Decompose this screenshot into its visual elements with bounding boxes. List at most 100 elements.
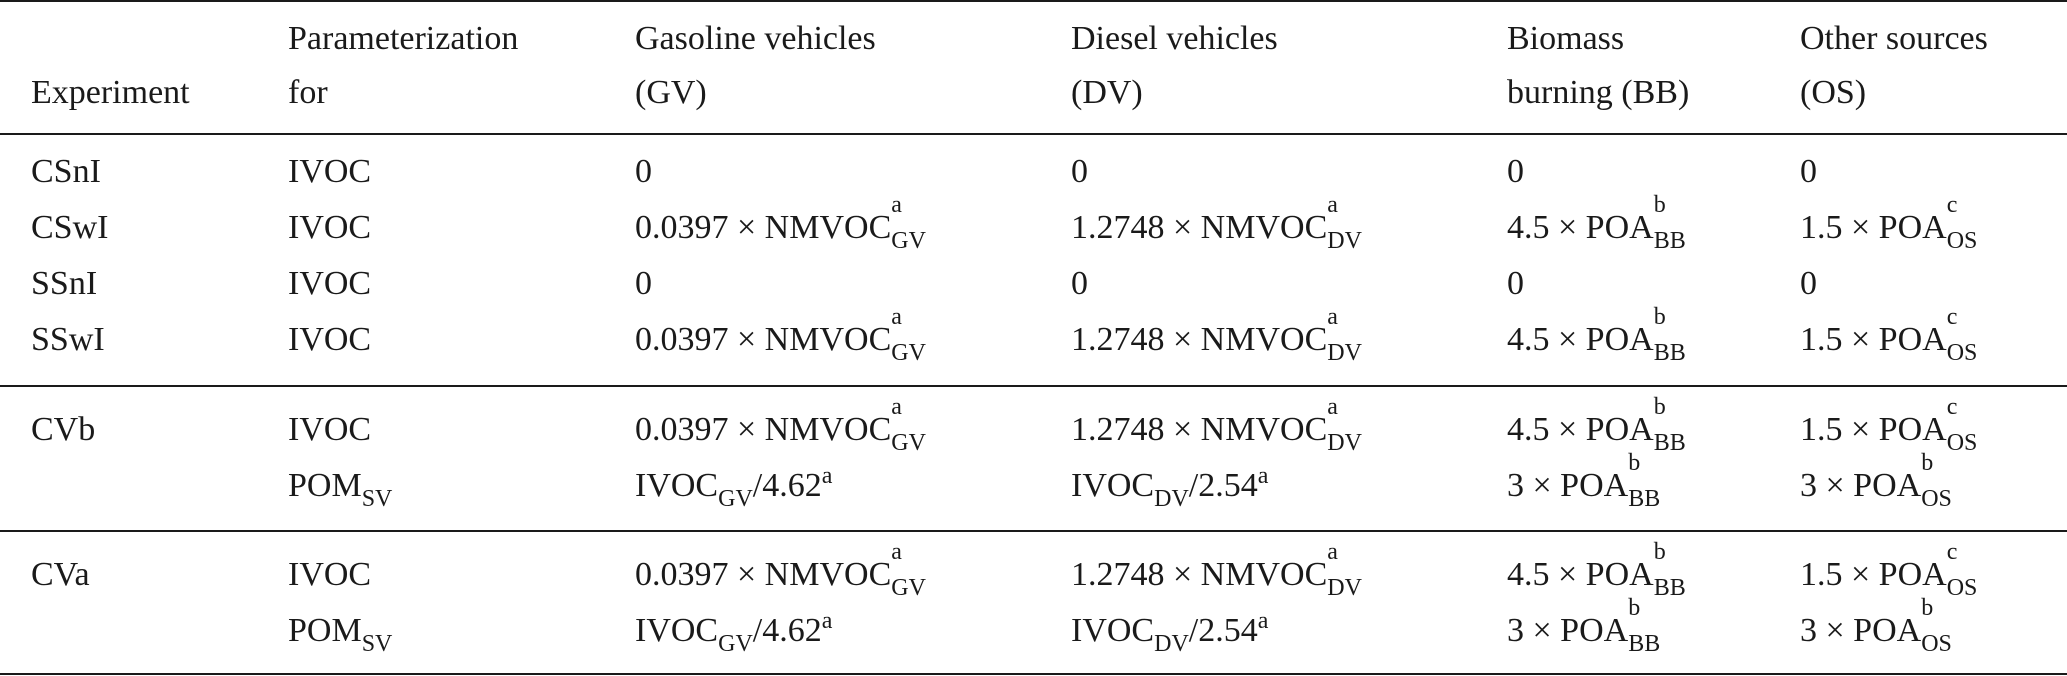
cell-gasoline-vehicles: 0.0397 × NMVOC a GV [635,540,926,600]
expr-text: 3 × POA [1800,612,1922,649]
subscript: BB [1653,228,1686,254]
param-base: POM [288,467,362,504]
cell-diesel-vehicles: 1.2748 × NMVOC a DV [1071,540,1362,600]
script-stack: c OS [1947,305,1978,365]
group-rule-2 [0,530,2067,532]
header-gv-line1: Gasoline vehicles [635,20,876,57]
cell-experiment: SSwI [31,321,105,358]
script-stack: a GV [891,540,926,600]
subscript: GV [891,430,926,456]
superscript: a [1327,304,1338,330]
cell-experiment: CSwI [31,209,109,246]
superscript: b [1653,304,1666,330]
subscript: SV [361,486,393,512]
cell-gasoline-vehicles: 0.0397 × NMVOC a GV [635,395,926,455]
expr-text: 4.5 × POA [1507,411,1654,448]
subscript: GV [891,228,926,254]
script-stack: b BB [1654,540,1686,600]
superscript: a [891,539,902,565]
cell-biomass-burning: 0 [1507,153,1524,190]
header-os-line1: Other sources [1800,20,1988,57]
cell-gasoline-vehicles: IVOCGV/4.62a [635,608,832,657]
expr-base: IVOC [635,467,719,504]
superscript: b [1653,192,1666,218]
expr-text: 0.0397 × NMVOC [635,411,892,448]
superscript: b [1653,539,1666,565]
expr-rest: /4.62 [752,467,822,504]
script-stack: b OS [1921,596,1952,656]
subscript: BB [1653,575,1686,601]
cell-other-sources: 1.5 × POA c OS [1800,540,1978,600]
cell-parameterization: IVOC [288,153,372,190]
cell-experiment: CVb [31,411,96,448]
cell-gasoline-vehicles: IVOCGV/4.62a [635,463,833,512]
script-stack: b BB [1654,395,1686,455]
expr-text: 0.0397 × NMVOC [635,209,892,246]
superscript: a [891,304,902,330]
script-stack: a DV [1327,193,1362,253]
subscript: OS [1921,631,1952,657]
expr-rest: /4.62 [752,612,822,649]
superscript: b [1921,595,1934,621]
subscript: OS [1921,486,1952,512]
header-rule [0,133,2067,135]
cell-other-sources: 1.5 × POA c OS [1800,395,1977,455]
superscript: a [1327,192,1338,218]
cell-diesel-vehicles: IVOCDV/2.54a [1071,463,1269,512]
header-bb-line2: burning (BB) [1507,74,1690,111]
cell-parameterization: IVOC [288,265,372,302]
superscript: a [1327,539,1338,565]
script-stack: b BB [1654,193,1686,253]
group-rule-1 [0,385,2067,387]
superscript: c [1946,394,1958,420]
expr-text: 1.5 × POA [1800,321,1947,358]
script-stack: b BB [1628,451,1660,511]
header-param-line1: Parameterization [288,20,519,57]
expr-base: IVOC [1071,467,1155,504]
cell-diesel-vehicles: 1.2748 × NMVOC a DV [1071,193,1362,253]
superscript: b [1921,450,1934,476]
expr-base: IVOC [1071,612,1155,649]
cell-gasoline-vehicles: 0 [635,153,652,190]
header-os-line2: (OS) [1800,74,1867,111]
cell-experiment: CVa [31,556,90,593]
expr-text: 3 × POA [1507,612,1629,649]
cell-experiment: SSnI [31,265,98,302]
expr-text: 1.2748 × NMVOC [1071,556,1328,593]
expr-text: 4.5 × POA [1507,556,1654,593]
superscript: c [1946,304,1958,330]
script-stack: b BB [1628,596,1660,656]
cell-experiment: CSnI [31,153,101,190]
superscript: a [1257,463,1269,489]
expr-text: 0.0397 × NMVOC [635,321,892,358]
expr-text: 0.0397 × NMVOC [635,556,892,593]
cell-parameterization: IVOC [288,321,372,358]
expr-text: 1.2748 × NMVOC [1071,209,1328,246]
expr-text: 1.5 × POA [1800,411,1947,448]
subscript: DV [1154,631,1189,657]
cell-biomass-burning: 4.5 × POA b BB [1507,305,1686,365]
header-dv-line2: (DV) [1071,74,1143,111]
subscript: OS [1946,340,1978,366]
subscript: DV [1327,340,1362,366]
superscript: b [1628,595,1641,621]
header-bb-line1: Biomass [1507,20,1625,57]
subscript: DV [1327,228,1362,254]
cell-diesel-vehicles: 0 [1071,153,1088,190]
cell-gasoline-vehicles: 0.0397 × NMVOC a GV [635,193,926,253]
cell-parameterization: POMSV [288,611,392,657]
superscript: a [821,463,833,489]
cell-biomass-burning: 4.5 × POA b BB [1507,540,1686,600]
expr-text: 4.5 × POA [1507,209,1654,246]
cell-diesel-vehicles: 0 [1071,265,1088,302]
superscript: a [1257,608,1269,634]
script-stack: c OS [1947,540,1978,600]
superscript: a [891,394,902,420]
cell-parameterization: POMSV [288,466,393,512]
cell-diesel-vehicles: 1.2748 × NMVOC a DV [1071,395,1362,455]
script-stack: a GV [891,193,926,253]
expr-text: 1.2748 × NMVOC [1071,411,1328,448]
expr-text: 1.5 × POA [1800,209,1947,246]
cell-other-sources: 0 [1800,265,1817,302]
subscript: OS [1946,430,1978,456]
